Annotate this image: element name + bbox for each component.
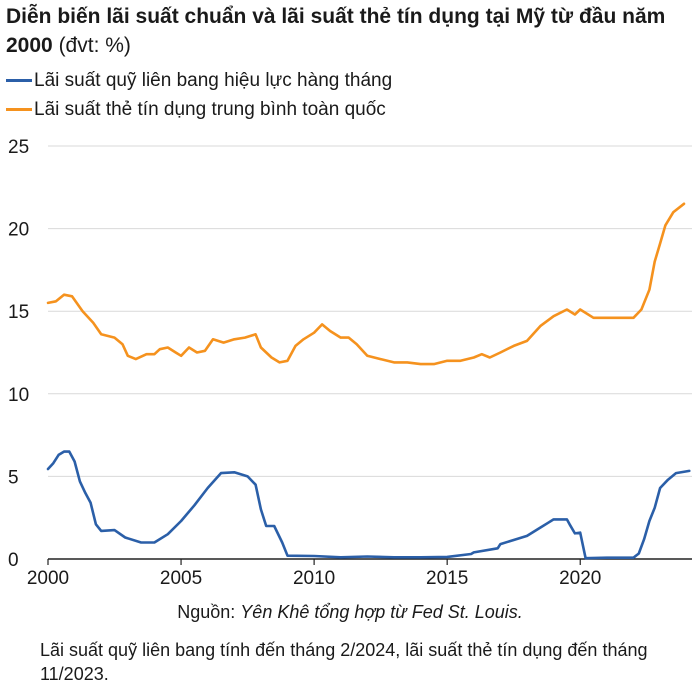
legend-label-fed-funds: Lãi suất quỹ liên bang hiệu lực hàng thá…: [34, 70, 393, 91]
y-tick-label: 10: [8, 385, 29, 406]
legend-swatch-card-rate: [6, 108, 32, 111]
y-tick-label: 20: [8, 220, 29, 241]
title-unit: (đvt: %): [58, 34, 131, 57]
series-line-card-rate: [46, 202, 686, 366]
x-tick-label: 2015: [426, 568, 468, 589]
x-tick-label: 2000: [27, 568, 69, 589]
y-tick-label: 0: [8, 550, 19, 571]
x-tick-label: 2020: [559, 568, 601, 589]
legend-item-fed-funds: Lãi suất quỹ liên bang hiệu lực hàng thá…: [6, 66, 392, 95]
x-tick-label: 2005: [160, 568, 202, 589]
series-line-fed-funds: [46, 450, 691, 560]
y-tick-label: 15: [8, 302, 29, 323]
line-chart: 0 5 10 15 20 25 2000 2005 2010 2015 2020: [8, 137, 692, 589]
y-tick-label: 25: [8, 137, 29, 158]
y-tick-label: 5: [8, 467, 19, 488]
legend-label-card-rate: Lãi suất thẻ tín dụng trung bình toàn qu…: [34, 99, 386, 120]
source-text: Yên Khê tổng hợp từ Fed St. Louis.: [240, 602, 523, 622]
legend: Lãi suất quỹ liên bang hiệu lực hàng thá…: [6, 66, 392, 124]
chart-title: Diễn biến lãi suất chuẩn và lãi suất thẻ…: [6, 2, 696, 60]
legend-swatch-fed-funds: [6, 79, 32, 82]
footnote: Lãi suất quỹ liên bang tính đến tháng 2/…: [40, 640, 648, 684]
title-text: Diễn biến lãi suất chuẩn và lãi suất thẻ…: [6, 5, 666, 57]
source-line: Nguồn: Yên Khê tổng hợp từ Fed St. Louis…: [0, 600, 700, 624]
legend-item-card-rate: Lãi suất thẻ tín dụng trung bình toàn qu…: [6, 95, 392, 124]
x-tick-label: 2010: [293, 568, 335, 589]
source-prefix: Nguồn:: [177, 602, 236, 622]
